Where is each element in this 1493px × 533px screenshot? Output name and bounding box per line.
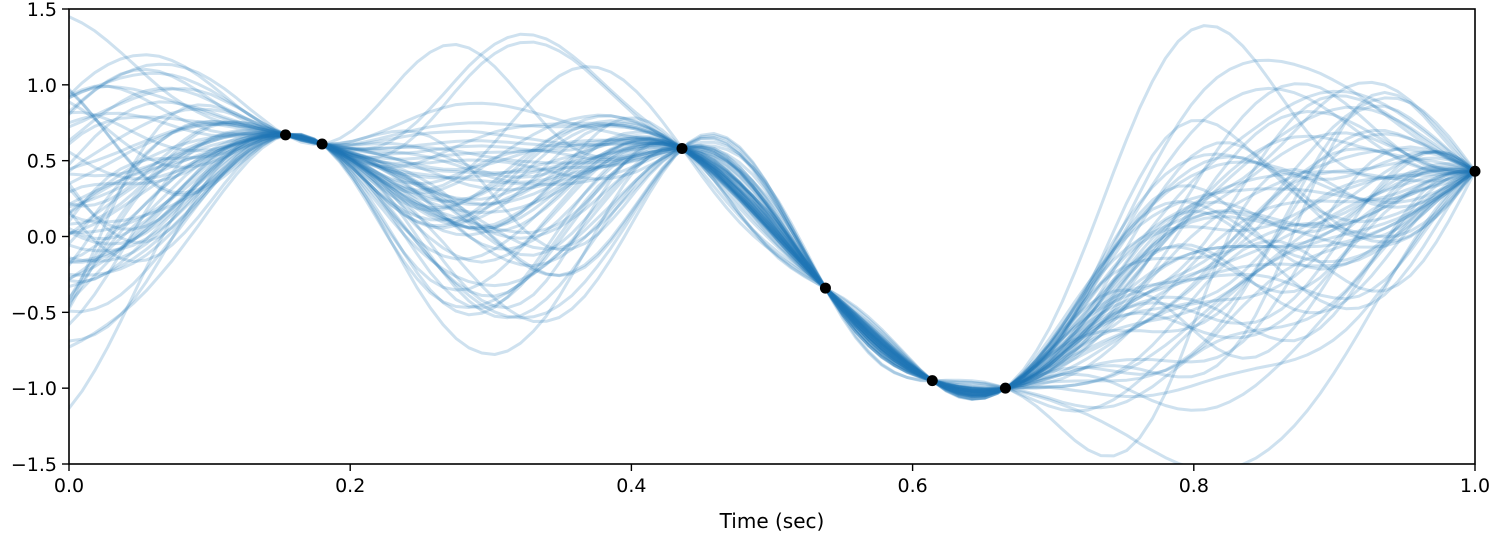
sample-path: [69, 94, 1475, 398]
sample-path: [69, 82, 1475, 392]
sample-path: [69, 84, 1475, 401]
sample-path: [69, 24, 1475, 401]
observation-point: [926, 375, 938, 387]
sample-path: [69, 119, 1475, 393]
sample-path: [69, 110, 1475, 395]
x-tick-label: 0.2: [335, 475, 365, 497]
sample-path: [69, 32, 1475, 397]
x-tick-label: 1.0: [1460, 475, 1490, 497]
x-tick-label: 0.6: [897, 475, 927, 497]
sample-path: [69, 68, 1475, 391]
observation-point: [316, 138, 328, 150]
sample-path: [69, 40, 1475, 393]
y-tick-label: −0.5: [11, 302, 57, 324]
sample-path: [69, 87, 1475, 401]
x-axis-label: Time (sec): [719, 509, 825, 533]
sample-path: [69, 119, 1475, 395]
sample-path: [69, 114, 1475, 398]
sample-path: [69, 100, 1475, 390]
sample-path: [69, 86, 1475, 395]
sample-path: [69, 107, 1475, 394]
sample-path: [69, 121, 1475, 401]
y-tick-label: −1.0: [11, 378, 57, 400]
y-tick-label: 1.0: [27, 75, 57, 97]
y-tick-label: −1.5: [11, 454, 57, 476]
sample-path: [69, 120, 1475, 398]
sample-path: [69, 89, 1475, 393]
sample-path: [69, 84, 1475, 395]
sample-path: [69, 132, 1475, 398]
y-tick-label: 0.5: [27, 151, 57, 173]
y-tick-label: 1.5: [27, 0, 57, 21]
x-axis-ticks: 0.0 0.2 0.4 0.6 0.8 1.0: [54, 464, 1490, 497]
sample-path: [69, 86, 1475, 398]
observation-point: [676, 143, 688, 155]
sample-path: [69, 116, 1475, 397]
sample-path: [69, 113, 1475, 397]
sample-path: [69, 133, 1475, 401]
sample-path: [69, 132, 1475, 391]
sample-path: [69, 133, 1475, 394]
sample-path: [69, 58, 1475, 396]
sample-path: [69, 90, 1475, 391]
sample-paths: [69, 15, 1475, 464]
sample-path: [69, 80, 1475, 397]
y-axis-ticks: −1.5 −1.0 −0.5 0.0 0.5 1.0 1.5: [11, 0, 69, 476]
sample-path: [69, 133, 1475, 399]
x-tick-label: 0.4: [616, 475, 646, 497]
sample-path: [69, 43, 1475, 397]
sample-path: [69, 53, 1475, 396]
sample-path: [69, 122, 1475, 394]
observation-point: [999, 382, 1011, 394]
sample-path: [69, 103, 1475, 412]
sample-path: [69, 123, 1475, 410]
sample-path: [69, 133, 1475, 395]
sample-path: [69, 133, 1475, 396]
sample-path: [69, 105, 1475, 393]
sample-path: [69, 133, 1475, 413]
sample-path: [69, 115, 1475, 390]
x-tick-label: 0.8: [1179, 475, 1209, 497]
sample-path: [69, 15, 1475, 398]
sample-path: [69, 133, 1475, 395]
sample-path: [69, 120, 1475, 393]
sample-path: [69, 71, 1475, 391]
sample-path: [69, 110, 1475, 393]
observation-point: [280, 129, 292, 141]
observation-point: [819, 282, 831, 294]
sample-path: [69, 123, 1475, 397]
sample-path: [69, 89, 1475, 393]
sample-path: [69, 100, 1475, 393]
sample-path: [69, 133, 1475, 464]
y-tick-label: 0.0: [27, 227, 57, 249]
sample-path: [69, 65, 1475, 393]
sample-path: [69, 129, 1475, 398]
sample-path: [69, 111, 1475, 458]
sample-path: [69, 133, 1475, 397]
sample-path: [69, 119, 1475, 395]
sample-path: [69, 131, 1475, 391]
x-tick-label: 0.0: [54, 475, 84, 497]
sample-path: [69, 132, 1475, 391]
sample-path: [69, 132, 1475, 392]
sample-path: [69, 132, 1475, 394]
sample-path: [69, 87, 1475, 393]
sample-path: [69, 133, 1475, 391]
